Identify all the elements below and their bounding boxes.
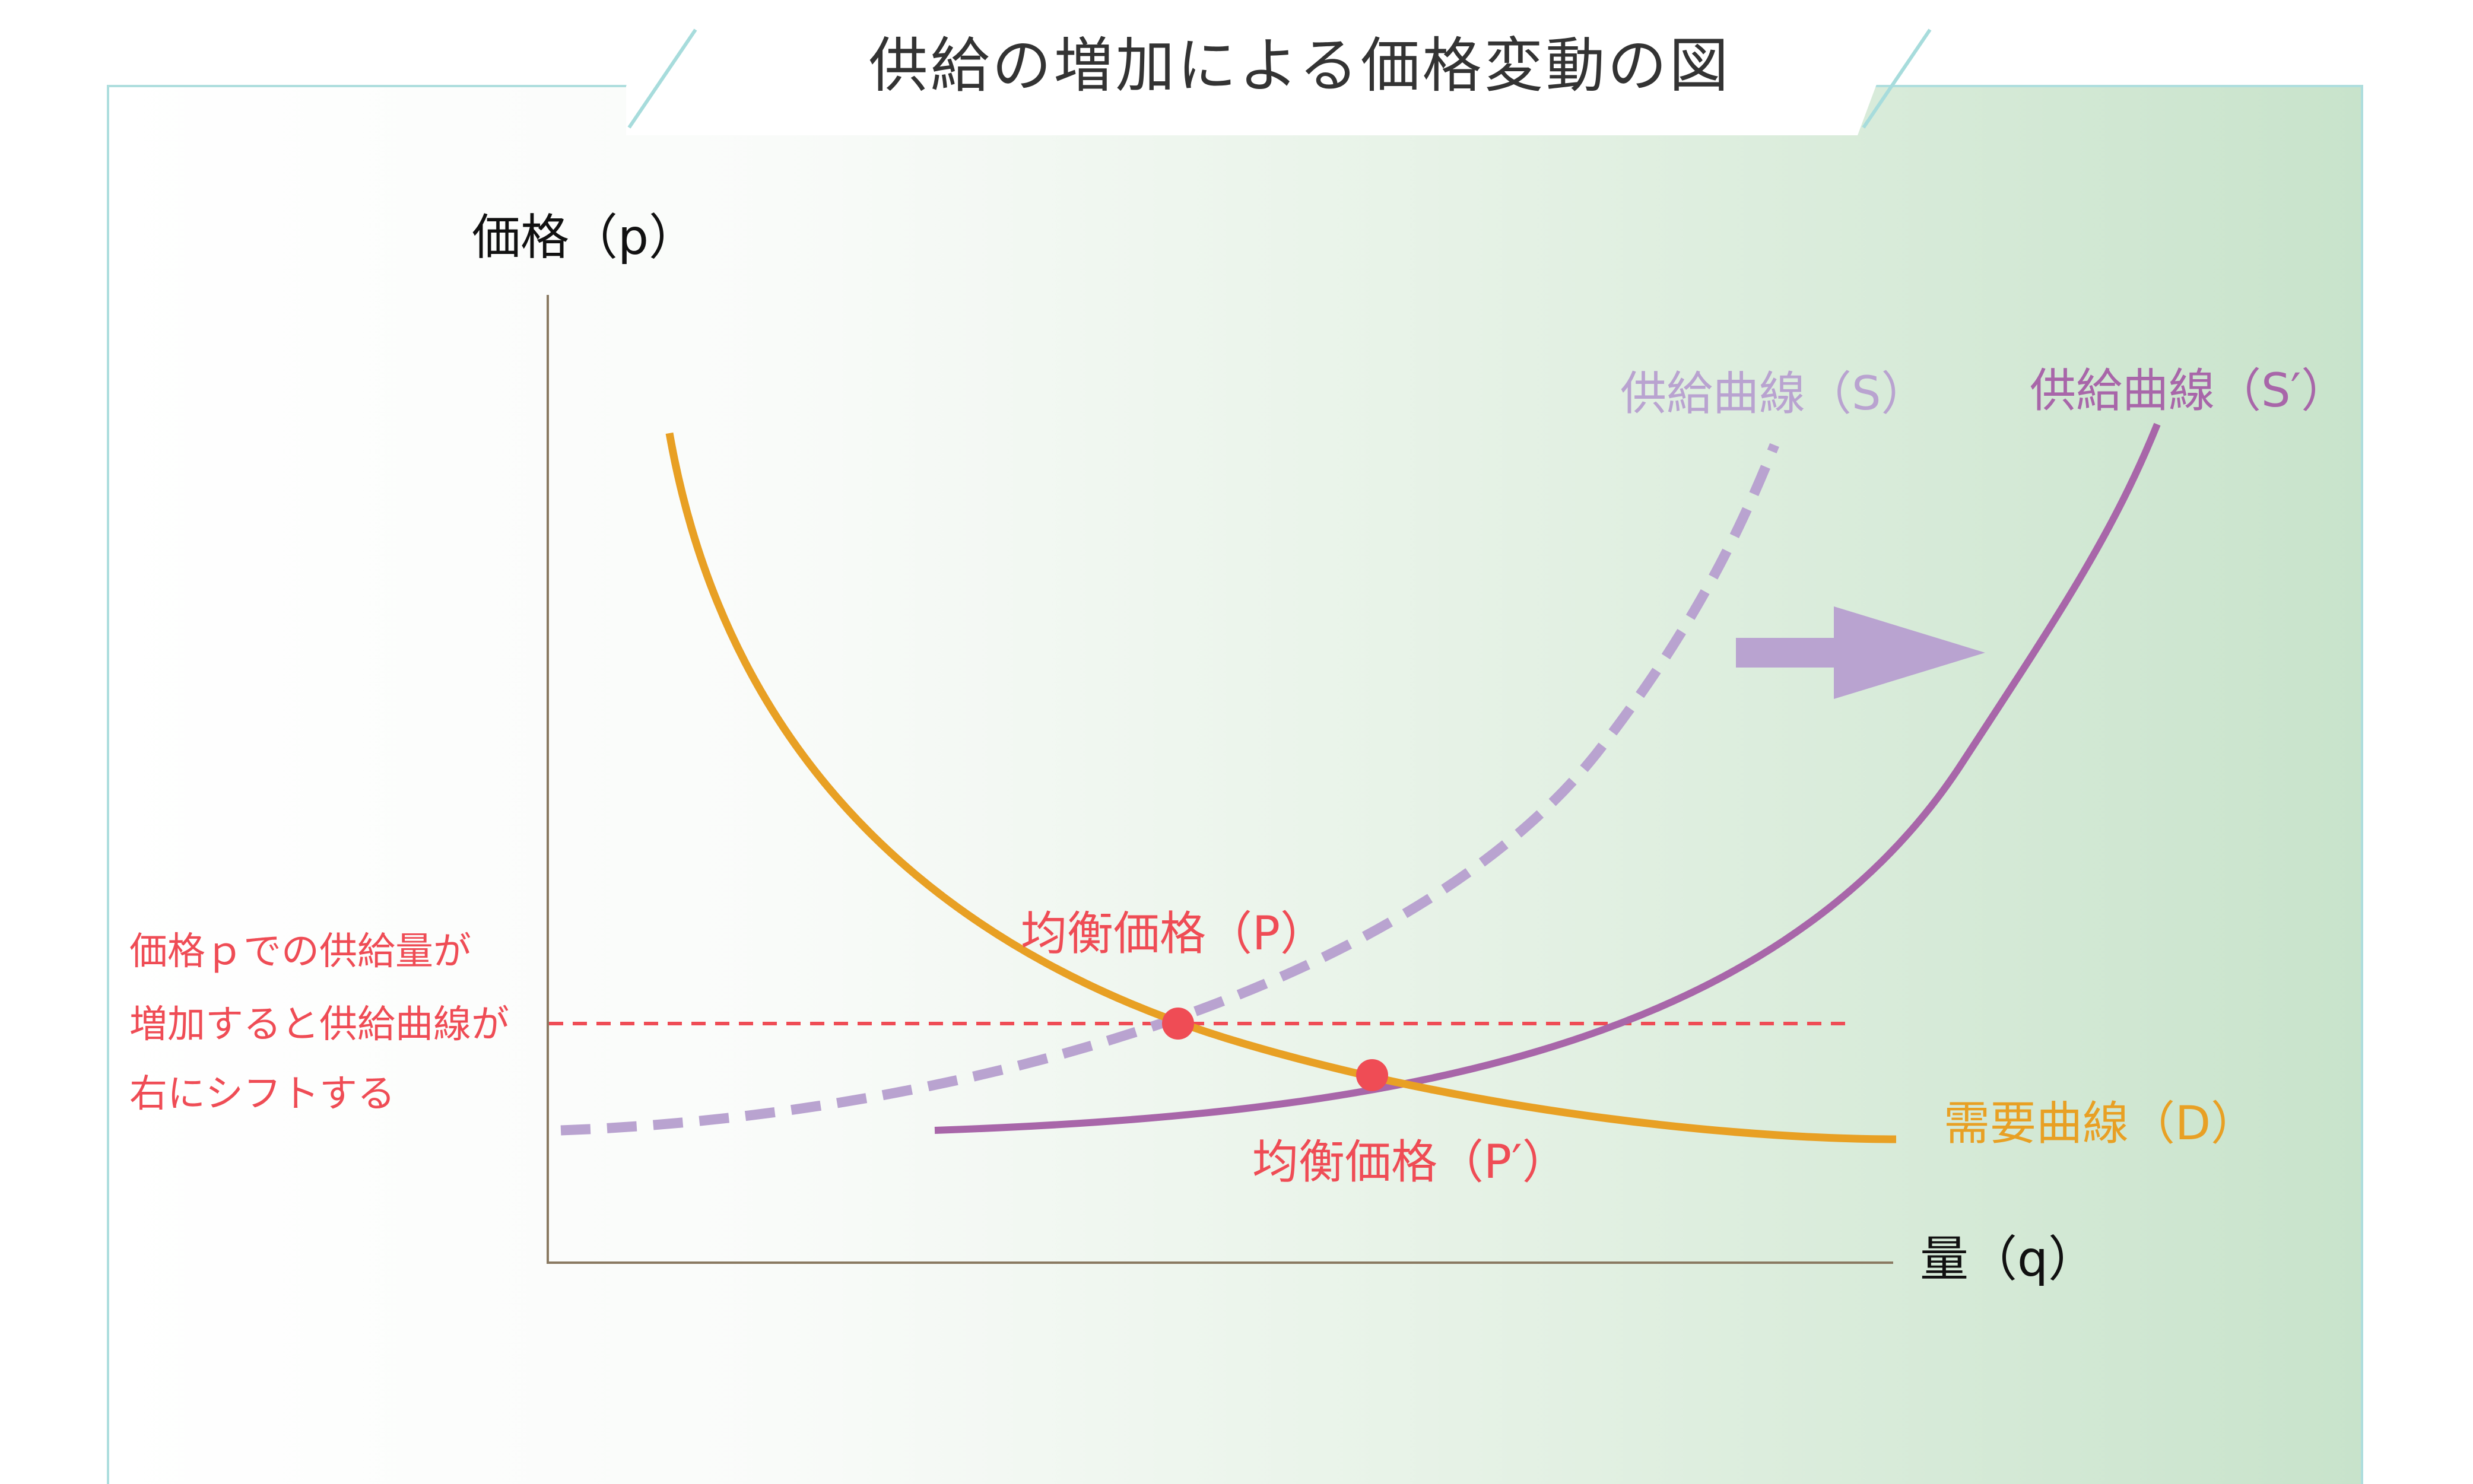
annotation-line-2: 増加すると供給曲線が bbox=[129, 1003, 509, 1047]
equilibrium-point-p bbox=[1162, 1008, 1194, 1040]
equilibrium-point-p-prime bbox=[1356, 1059, 1388, 1091]
equilibrium-label-p: 均衡価格（P） bbox=[1021, 907, 1326, 961]
supply-curve-s-prime-label: 供給曲線（S′） bbox=[2030, 364, 2347, 418]
diagram-title: 供給の増加による価格変動の図 bbox=[869, 31, 1731, 100]
annotation-line-1: 価格ｐでの供給量が bbox=[129, 930, 471, 974]
equilibrium-label-p-prime: 均衡価格（P′） bbox=[1252, 1136, 1569, 1189]
x-axis-label: 量（q） bbox=[1920, 1231, 2097, 1288]
supply-curve-s-label: 供給曲線（S） bbox=[1620, 367, 1928, 421]
y-axis-label: 価格（p） bbox=[472, 209, 697, 266]
annotation-line-3: 右にシフトする bbox=[129, 1072, 395, 1116]
demand-curve-label: 需要曲線（D） bbox=[1944, 1097, 2257, 1151]
